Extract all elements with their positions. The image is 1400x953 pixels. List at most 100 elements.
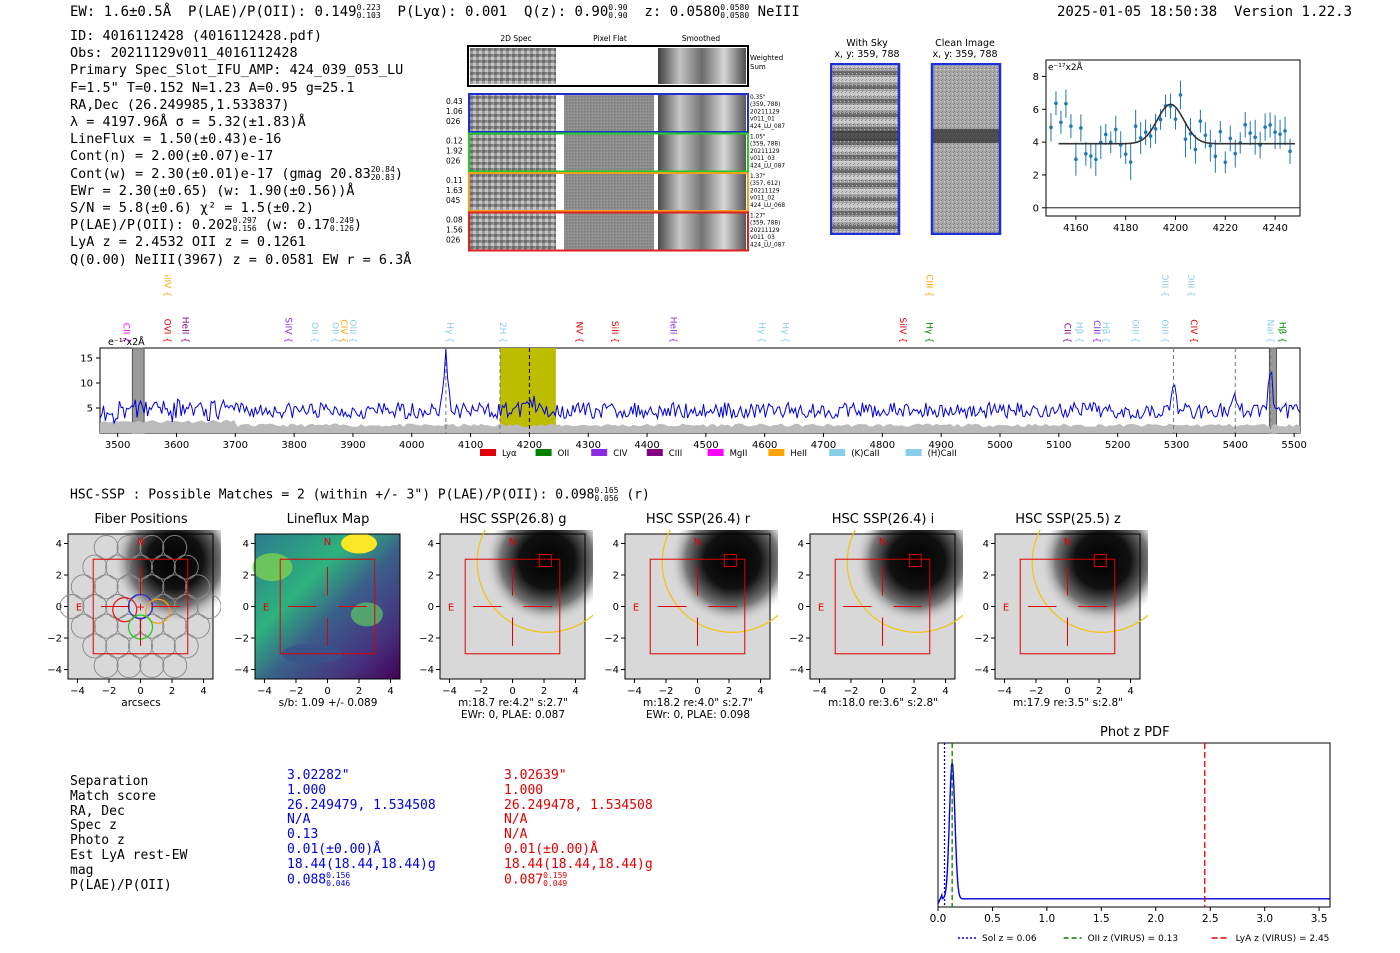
photz-xtick: 1.0 [1039,913,1056,925]
zoom-ytick: 6 [1033,105,1039,116]
zoom-data-point [1213,154,1218,159]
aperture-ellipse [476,530,593,633]
cutout-left-value: 0.11 [446,176,463,185]
zoom-data-point [1059,120,1063,125]
zoom-data-point [1074,157,1078,162]
svg-text:Sum: Sum [750,63,766,71]
match-value-m2: 3.02639" [504,768,567,783]
hsc-xtick: 0 [879,686,885,697]
fiber-circle [162,574,188,600]
hsc-ytick: 4 [243,539,249,550]
info-lya: LyA z = 2.4532 OII z = 0.1261 [70,234,306,251]
full-ytick: 15 [80,354,93,365]
info-obs: Obs: 20211129v011_4016112428 [70,45,298,62]
spectral-line-label: CII { [1062,323,1072,343]
col-smooth-label: Smoothed [682,34,721,43]
match-label: Spec z [70,818,117,834]
fiber-circle [139,613,165,639]
zoom-data-point [1183,137,1188,141]
cutout-right-value: 1.27" [750,214,766,220]
hsc-panel-image: −4 −4 −2 −2 0 0 2 2 4 4 N E [234,533,401,697]
zoom-data-point [1069,124,1073,128]
hsc-ytick: 4 [798,539,804,550]
zoom-data-point [1263,125,1267,129]
zoom-data-point [1133,124,1138,128]
cutout-grid: 2D Spec Pixel Flat Smoothed Weighted Sum… [446,34,785,252]
cutout-right-value: v011_03 [750,235,775,241]
hsc-xtick: −2 [102,686,117,697]
hsc-xtick: 4 [1127,686,1133,697]
hsc-ytick: 0 [798,602,804,613]
full-xtick: 5300 [1164,440,1189,451]
zoom-data-point [1203,133,1208,138]
hsc-xtick: 2 [1096,686,1102,697]
zoom-data-point [1218,129,1223,134]
zoom-data-point [1089,154,1093,158]
photz-chart: 0.0 0.5 1.0 1.5 2.0 2.5 3.0 3.5 Sol z = 0.06 OII … [930,742,1331,944]
zoom-data-point [1123,152,1128,156]
legend-item: OII [535,449,569,459]
search-box [279,558,376,655]
cutout-right-value: 424_LU_087 [750,124,785,130]
hsc-ytick: 0 [613,602,619,613]
fiber-circle [150,554,176,580]
photz-frame [937,742,1331,908]
zoom-frame [1045,59,1301,217]
hsc-xtick: 0 [137,686,143,697]
cutout-right-value: (359, 788) [750,142,780,148]
hsc-panel-caption: m:17.9 re:3.5" s:2.8" [1013,697,1123,709]
hsc-ytick: 4 [56,539,62,550]
spectral-line-label: SiIV { [282,317,292,343]
hsc-ytick: −2 [974,634,989,645]
zoom-data-point [1084,151,1088,156]
zoom-data-point [1178,93,1183,97]
header-datetime: 2025-01-05 18:50:38 Version 1.22.3 [1057,4,1353,20]
hsc-ytick: −4 [419,665,434,676]
clean-image [930,63,1002,235]
cutout-right-value: 20211129 [750,149,780,155]
legend-item: HeII [768,449,807,459]
full-xtick: 4800 [870,440,895,451]
zoom-ytick: 0 [1033,203,1039,214]
legend-item: (K)CaII [829,449,880,459]
svg-text:MgII: MgII [730,449,748,459]
sky-images [830,63,1002,235]
spectral-line-label: SiIV { [162,275,172,297]
zoom-ytick: 2 [1033,170,1039,181]
hsc-panel-caption: EWr: 0, PLAE: 0.098 [645,709,751,721]
cutout-left-value: 1.56 [446,226,463,235]
hsc-ytick: 2 [798,570,804,581]
hsc-xtick: 2 [726,686,732,697]
info-lineflux: LineFlux = 1.50(±0.43)e-16 [70,131,282,148]
hsc-xtick: −4 [70,686,85,697]
spectral-line-label: OIII { [1129,319,1139,343]
with-sky-image [830,63,901,235]
zoom-data-point [1143,130,1148,135]
info-block: ID: 4016112428 (4016112428.pdf) Obs: 202… [70,28,411,269]
east-label: E [448,603,454,614]
hsc-xtick: −4 [257,686,272,697]
weighted-sum-row: Weighted Sum [467,45,783,87]
fiber-highlight [112,597,138,623]
east-label: E [633,603,639,614]
cutout-right-value: v011_01 [750,117,775,123]
zoom-data-point [1153,127,1158,131]
zoom-xtick: 4200 [1163,223,1188,234]
hsc-panel-title: HSC SSP(26.4) r [645,512,751,527]
full-xtick: 3900 [340,440,365,451]
header-plya: P(Lyα): 0.001 [397,4,508,20]
cutout-right-value: 20211129 [750,228,780,234]
hsc-ytick: 4 [428,539,434,550]
legend-item: CIV [591,449,628,459]
aperture-ellipse [846,530,963,633]
match-value-m1: 0.01(±0.00)Å [287,842,381,857]
fiber-circle [82,554,108,580]
spectral-line-label: Hγ { [756,322,766,343]
match-value-m2: 0.01(±0.00)Å [504,842,598,857]
info-id: ID: 4016112428 (4016112428.pdf) [70,28,322,44]
spectral-line-label: SiIV { [897,317,907,343]
hsc-ytick: −4 [604,665,619,676]
